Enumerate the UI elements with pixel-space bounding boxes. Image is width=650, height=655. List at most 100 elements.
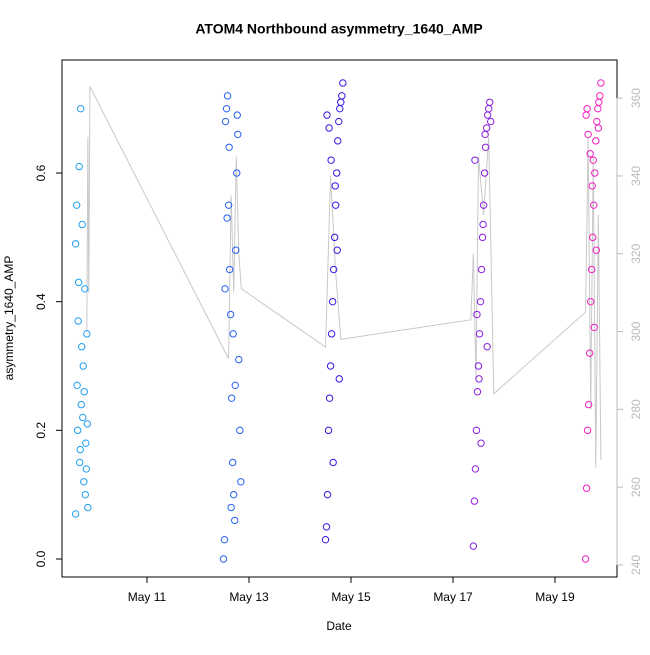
x-tick-label: May 13 bbox=[229, 590, 269, 604]
point bbox=[588, 265, 596, 274]
point bbox=[472, 426, 481, 435]
point bbox=[231, 516, 239, 525]
point bbox=[591, 169, 599, 177]
point bbox=[589, 156, 597, 164]
point bbox=[583, 426, 592, 435]
point bbox=[222, 104, 231, 113]
point bbox=[333, 246, 341, 254]
point bbox=[590, 201, 598, 209]
line bbox=[86, 86, 602, 468]
point bbox=[81, 490, 90, 499]
point bbox=[323, 111, 331, 119]
x-tick-label: May 19 bbox=[535, 590, 575, 604]
y2-tick-label: 260 bbox=[629, 477, 643, 497]
point bbox=[327, 330, 336, 338]
point bbox=[229, 330, 237, 338]
point bbox=[586, 297, 595, 306]
point bbox=[330, 233, 339, 242]
point bbox=[221, 285, 229, 293]
point bbox=[477, 265, 486, 274]
y2-tick-label: 320 bbox=[629, 243, 643, 263]
point bbox=[75, 458, 84, 467]
point bbox=[586, 150, 594, 158]
point bbox=[82, 465, 91, 473]
point bbox=[328, 297, 337, 306]
point bbox=[322, 523, 331, 531]
point bbox=[477, 439, 485, 447]
point bbox=[224, 201, 233, 209]
point bbox=[219, 555, 228, 563]
point bbox=[481, 130, 489, 139]
point bbox=[321, 535, 330, 544]
point bbox=[481, 143, 490, 151]
point bbox=[225, 265, 234, 274]
point bbox=[592, 137, 600, 145]
point bbox=[335, 117, 343, 126]
point bbox=[474, 362, 483, 370]
point bbox=[231, 381, 239, 390]
point bbox=[473, 310, 481, 319]
y2-tick-label: 240 bbox=[629, 555, 643, 575]
point bbox=[469, 542, 478, 550]
y-tick-label: 0.0 bbox=[34, 550, 48, 567]
point bbox=[483, 343, 491, 351]
point bbox=[227, 503, 235, 512]
y-axis-label: asymmetry_1640_AMP bbox=[2, 256, 16, 381]
point bbox=[220, 535, 229, 544]
point bbox=[73, 381, 81, 390]
point bbox=[225, 143, 233, 151]
point bbox=[338, 92, 346, 100]
point bbox=[323, 490, 332, 499]
point bbox=[478, 233, 487, 242]
x-tick-label: May 11 bbox=[128, 590, 167, 604]
point bbox=[327, 156, 335, 164]
point bbox=[326, 362, 335, 370]
point bbox=[333, 169, 341, 177]
point bbox=[71, 240, 80, 248]
point bbox=[471, 465, 480, 473]
point bbox=[475, 330, 484, 338]
point bbox=[235, 355, 243, 364]
point bbox=[332, 201, 340, 209]
point bbox=[479, 220, 487, 229]
point bbox=[71, 510, 80, 518]
point bbox=[84, 503, 92, 512]
point bbox=[75, 162, 83, 171]
point bbox=[475, 375, 483, 383]
point bbox=[594, 124, 603, 132]
point bbox=[83, 330, 91, 338]
point bbox=[590, 323, 598, 332]
point bbox=[223, 214, 231, 222]
x-tick-label: May 15 bbox=[331, 590, 371, 604]
point bbox=[582, 484, 591, 492]
point bbox=[581, 555, 590, 563]
point bbox=[78, 220, 86, 229]
point bbox=[471, 156, 479, 164]
point bbox=[77, 104, 85, 113]
point bbox=[232, 246, 240, 254]
point bbox=[480, 169, 489, 177]
point bbox=[221, 117, 230, 126]
point bbox=[584, 400, 593, 409]
point bbox=[73, 426, 82, 435]
point bbox=[329, 458, 337, 467]
point bbox=[72, 201, 81, 209]
point bbox=[82, 439, 90, 447]
point bbox=[596, 92, 604, 100]
point bbox=[83, 420, 92, 428]
point bbox=[77, 400, 85, 409]
point bbox=[228, 458, 237, 467]
x-tick-label: May 17 bbox=[433, 590, 473, 604]
point bbox=[76, 445, 84, 454]
point bbox=[80, 388, 88, 396]
point bbox=[226, 310, 235, 319]
point bbox=[230, 490, 238, 499]
point bbox=[486, 98, 494, 106]
point bbox=[80, 478, 88, 486]
point bbox=[476, 297, 485, 306]
point bbox=[487, 117, 495, 126]
point bbox=[597, 79, 605, 87]
point bbox=[339, 79, 347, 87]
point bbox=[325, 124, 333, 132]
